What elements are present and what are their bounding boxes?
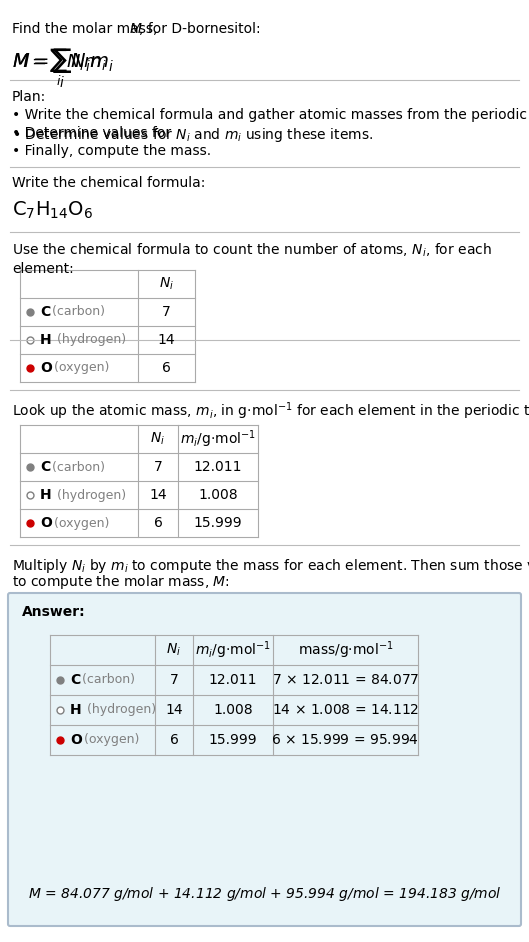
Text: • Determine values for: • Determine values for [12, 126, 176, 140]
Text: 7: 7 [162, 305, 171, 319]
Text: C: C [40, 460, 50, 474]
Text: (hydrogen): (hydrogen) [83, 704, 156, 717]
Text: 14: 14 [158, 333, 175, 347]
Text: • Determine values for $N_i$ and $m_i$ using these items.: • Determine values for $N_i$ and $m_i$ u… [12, 126, 373, 144]
Text: Look up the atomic mass, $m_i$, in g·mol$^{-1}$ for each element in the periodic: Look up the atomic mass, $m_i$, in g·mol… [12, 400, 529, 422]
Text: (oxygen): (oxygen) [80, 734, 139, 746]
Text: 7 $\times$ 12.011 = 84.077: 7 $\times$ 12.011 = 84.077 [272, 673, 419, 687]
Text: mass/g·mol$^{-1}$: mass/g·mol$^{-1}$ [298, 640, 394, 660]
Text: O: O [40, 516, 52, 530]
Text: (oxygen): (oxygen) [50, 362, 110, 375]
Text: 15.999: 15.999 [208, 733, 257, 747]
Text: 6: 6 [162, 361, 171, 375]
Text: (carbon): (carbon) [78, 674, 135, 687]
Text: , for D-bornesitol:: , for D-bornesitol: [139, 22, 261, 36]
Text: $m_i$/g·mol$^{-1}$: $m_i$/g·mol$^{-1}$ [180, 429, 256, 449]
Text: H: H [40, 333, 52, 347]
Text: $N_i$: $N_i$ [150, 430, 166, 447]
Text: M: M [130, 22, 142, 36]
Text: 6 $\times$ 15.999 = 95.994: 6 $\times$ 15.999 = 95.994 [271, 733, 419, 747]
Text: Answer:: Answer: [22, 605, 86, 619]
Text: H: H [70, 703, 81, 717]
Text: (carbon): (carbon) [48, 461, 105, 474]
Text: Use the chemical formula to count the number of atoms, $N_i$, for each element:: Use the chemical formula to count the nu… [12, 242, 492, 276]
Text: 12.011: 12.011 [194, 460, 242, 474]
Text: (hydrogen): (hydrogen) [53, 333, 126, 347]
Text: 14 $\times$ 1.008 = 14.112: 14 $\times$ 1.008 = 14.112 [272, 703, 419, 717]
Text: Write the chemical formula:: Write the chemical formula: [12, 176, 205, 190]
Text: C: C [70, 673, 80, 687]
Text: • Finally, compute the mass.: • Finally, compute the mass. [12, 144, 211, 158]
Text: C: C [40, 305, 50, 319]
Text: (oxygen): (oxygen) [50, 516, 110, 529]
Text: $M = \sum_i N_i m_i$: $M = \sum_i N_i m_i$ [12, 47, 106, 89]
Text: 1.008: 1.008 [198, 488, 238, 502]
Text: $N_i$: $N_i$ [167, 642, 181, 658]
Text: 14: 14 [165, 703, 183, 717]
Text: 12.011: 12.011 [209, 673, 257, 687]
Text: O: O [70, 733, 82, 747]
Text: Plan:: Plan: [12, 90, 46, 104]
Text: 14: 14 [149, 488, 167, 502]
Text: • Write the chemical formula and gather atomic masses from the periodic table.: • Write the chemical formula and gather … [12, 108, 529, 122]
Text: 7: 7 [170, 673, 178, 687]
Text: Find the molar mass,: Find the molar mass, [12, 22, 162, 36]
Text: $M = \sum_i N_i m_i$: $M = \sum_i N_i m_i$ [12, 47, 114, 90]
Text: $m_i$/g·mol$^{-1}$: $m_i$/g·mol$^{-1}$ [195, 640, 271, 660]
Text: O: O [40, 361, 52, 375]
Text: 15.999: 15.999 [194, 516, 242, 530]
Text: to compute the molar mass, $M$:: to compute the molar mass, $M$: [12, 573, 230, 591]
Text: $M$ = 84.077 g/mol + 14.112 g/mol + 95.994 g/mol = 194.183 g/mol: $M$ = 84.077 g/mol + 14.112 g/mol + 95.9… [28, 885, 501, 903]
Text: 6: 6 [170, 733, 178, 747]
Text: 6: 6 [153, 516, 162, 530]
FancyBboxPatch shape [8, 593, 521, 926]
Text: $N_i$: $N_i$ [159, 276, 174, 292]
Text: H: H [40, 488, 52, 502]
Text: 1.008: 1.008 [213, 703, 253, 717]
Text: Multiply $N_i$ by $m_i$ to compute the mass for each element. Then sum those val: Multiply $N_i$ by $m_i$ to compute the m… [12, 557, 529, 575]
Text: 7: 7 [153, 460, 162, 474]
Text: (hydrogen): (hydrogen) [53, 489, 126, 501]
Text: $\mathregular{C_7H_{14}O_6}$: $\mathregular{C_7H_{14}O_6}$ [12, 200, 93, 221]
Text: (carbon): (carbon) [48, 305, 105, 318]
